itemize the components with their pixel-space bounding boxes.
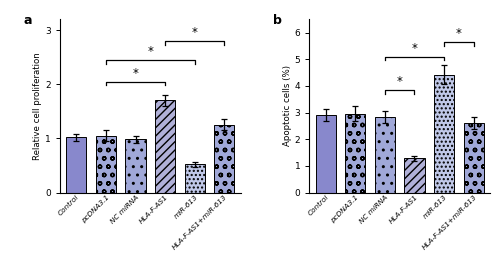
Text: *: * (396, 75, 402, 88)
Bar (126, 139, 146, 192)
Text: *: * (456, 27, 462, 40)
Text: *: * (132, 67, 138, 80)
Text: a: a (24, 14, 32, 27)
Bar (316, 115, 336, 192)
Text: *: * (148, 45, 154, 58)
Bar (96, 136, 116, 192)
Bar (404, 158, 424, 192)
Text: b: b (273, 14, 282, 27)
Bar (155, 100, 175, 192)
Bar (184, 164, 205, 192)
Bar (345, 114, 366, 192)
Bar (66, 137, 86, 192)
Bar (375, 117, 395, 192)
Bar (434, 75, 454, 192)
Bar (464, 123, 484, 192)
Text: *: * (412, 42, 418, 55)
Y-axis label: Relative cell proliferation: Relative cell proliferation (34, 52, 42, 160)
Text: *: * (192, 26, 198, 39)
Bar (214, 125, 234, 192)
Y-axis label: Apoptotic cells (%): Apoptotic cells (%) (283, 65, 292, 146)
